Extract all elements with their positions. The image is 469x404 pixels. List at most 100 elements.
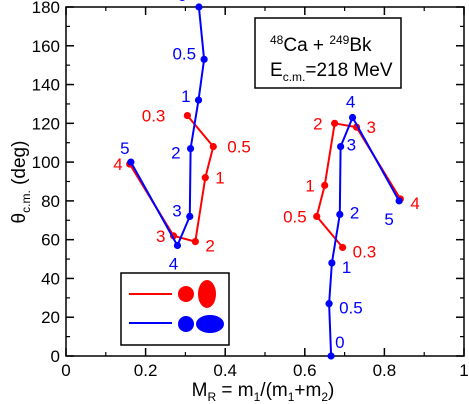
x-axis-label: MR = m1/(m1+m2) [192, 380, 335, 404]
point-label: 2 [350, 203, 359, 222]
y-tick-label: 0 [51, 347, 60, 366]
annotation-element1: Ca + [283, 35, 329, 56]
point-label: 0 [177, 0, 186, 5]
y-tick-label: 20 [41, 308, 60, 327]
data-point [186, 212, 194, 220]
data-point [209, 143, 217, 151]
point-label: 0.5 [172, 44, 196, 63]
point-label: 1 [215, 169, 224, 188]
x-axis-label-sub1: 1 [254, 390, 261, 404]
x-axis-label-plus: +m [294, 380, 321, 401]
series-line [128, 114, 215, 243]
point-label: 4 [169, 254, 178, 273]
data-point [195, 3, 203, 11]
y-tick-label: 180 [32, 0, 60, 17]
annotation-element2: Bk [349, 35, 372, 56]
y-axis-label-sub: c.m. [19, 190, 33, 213]
legend-red-tall-ellipse [198, 280, 216, 308]
point-label: 0.3 [353, 242, 377, 261]
x-tick-label: 1 [459, 361, 468, 380]
x-tick-label: 0.2 [134, 361, 158, 380]
legend-blue-circle [178, 316, 194, 332]
point-label: 3 [347, 136, 356, 155]
annotation-mass2: 249 [329, 33, 349, 47]
y-tick-label: 80 [41, 192, 60, 211]
x-axis-label-sub2: 1 [288, 390, 295, 404]
data-point [325, 300, 333, 308]
y-tick-label: 40 [41, 269, 60, 288]
y-tick-label: 140 [32, 76, 60, 95]
data-point [328, 259, 336, 267]
series-line [130, 6, 206, 247]
series-layer [126, 3, 404, 360]
point-label: 1 [305, 176, 314, 195]
x-tick-label: 0 [61, 361, 70, 380]
data-point [321, 181, 329, 189]
annotation-line-2: Ec.m.=218 MeV [270, 60, 393, 84]
point-label: 4 [346, 93, 355, 112]
data-point [183, 111, 191, 120]
x-axis-label-main: M [192, 380, 208, 401]
point-label: 0.5 [283, 207, 307, 226]
data-point [331, 119, 339, 127]
point-label: 0.5 [339, 299, 363, 318]
data-point [348, 113, 357, 122]
point-label: 4 [410, 194, 419, 213]
point-label: 0 [335, 333, 344, 352]
point-label: 1 [181, 87, 190, 106]
y-axis-label-main: θ [9, 213, 30, 224]
data-point [327, 352, 335, 360]
annotation-energy-value: =218 MeV [305, 60, 392, 81]
data-point [200, 55, 208, 63]
x-tick-label: 0.8 [373, 361, 397, 380]
point-label: 3 [367, 118, 376, 137]
data-point [339, 243, 347, 252]
x-axis-label-rest: = m [216, 380, 253, 401]
series-line [328, 116, 400, 357]
annotation-line-1: 48Ca + 249Bk [270, 33, 372, 56]
data-point [337, 143, 345, 151]
x-axis-label-sub: R [207, 390, 216, 404]
point-label: 0.5 [227, 138, 251, 157]
y-tick-label: 120 [32, 114, 60, 133]
x-axis-label-mid: /(m [260, 380, 287, 401]
point-label: 1 [342, 258, 351, 277]
data-point [127, 158, 135, 166]
data-point [313, 212, 321, 220]
y-tick-label: 60 [41, 231, 60, 250]
point-label: 4 [113, 155, 122, 174]
point-label: 5 [120, 139, 129, 158]
legend-blue-wide-ellipse [196, 315, 224, 333]
x-axis-label-sub3: 2 [321, 390, 328, 404]
legend [120, 272, 230, 346]
annotation-box: 48Ca + 249Bk Ec.m.=218 MeV [254, 17, 402, 89]
y-axis-label: θc.m. (deg) [9, 141, 33, 224]
legend-red-circle [178, 286, 194, 302]
y-tick-label: 100 [32, 153, 60, 172]
point-label: 3 [156, 227, 165, 246]
point-label: 5 [384, 210, 393, 229]
annotation-frame [254, 17, 402, 89]
annotation-energy-symbol: E [270, 60, 283, 81]
point-label: 3 [172, 201, 181, 220]
point-label: 0.3 [142, 107, 166, 126]
data-point [173, 241, 182, 250]
data-point [191, 238, 199, 246]
point-label: 2 [313, 114, 322, 133]
y-axis-label-unit: (deg) [9, 141, 30, 191]
data-point [186, 144, 195, 153]
x-tick-label: 0.6 [293, 361, 317, 380]
point-label: 2 [171, 144, 180, 163]
annotation-energy-sub: c.m. [283, 70, 306, 84]
point-label: 2 [205, 237, 214, 256]
data-point [336, 210, 344, 219]
annotation-mass1: 48 [270, 33, 284, 47]
data-point [201, 174, 209, 182]
x-axis-label-end: ) [328, 380, 334, 401]
data-point [194, 96, 203, 104]
x-tick-label: 0.4 [213, 361, 237, 380]
y-tick-label: 160 [32, 37, 60, 56]
